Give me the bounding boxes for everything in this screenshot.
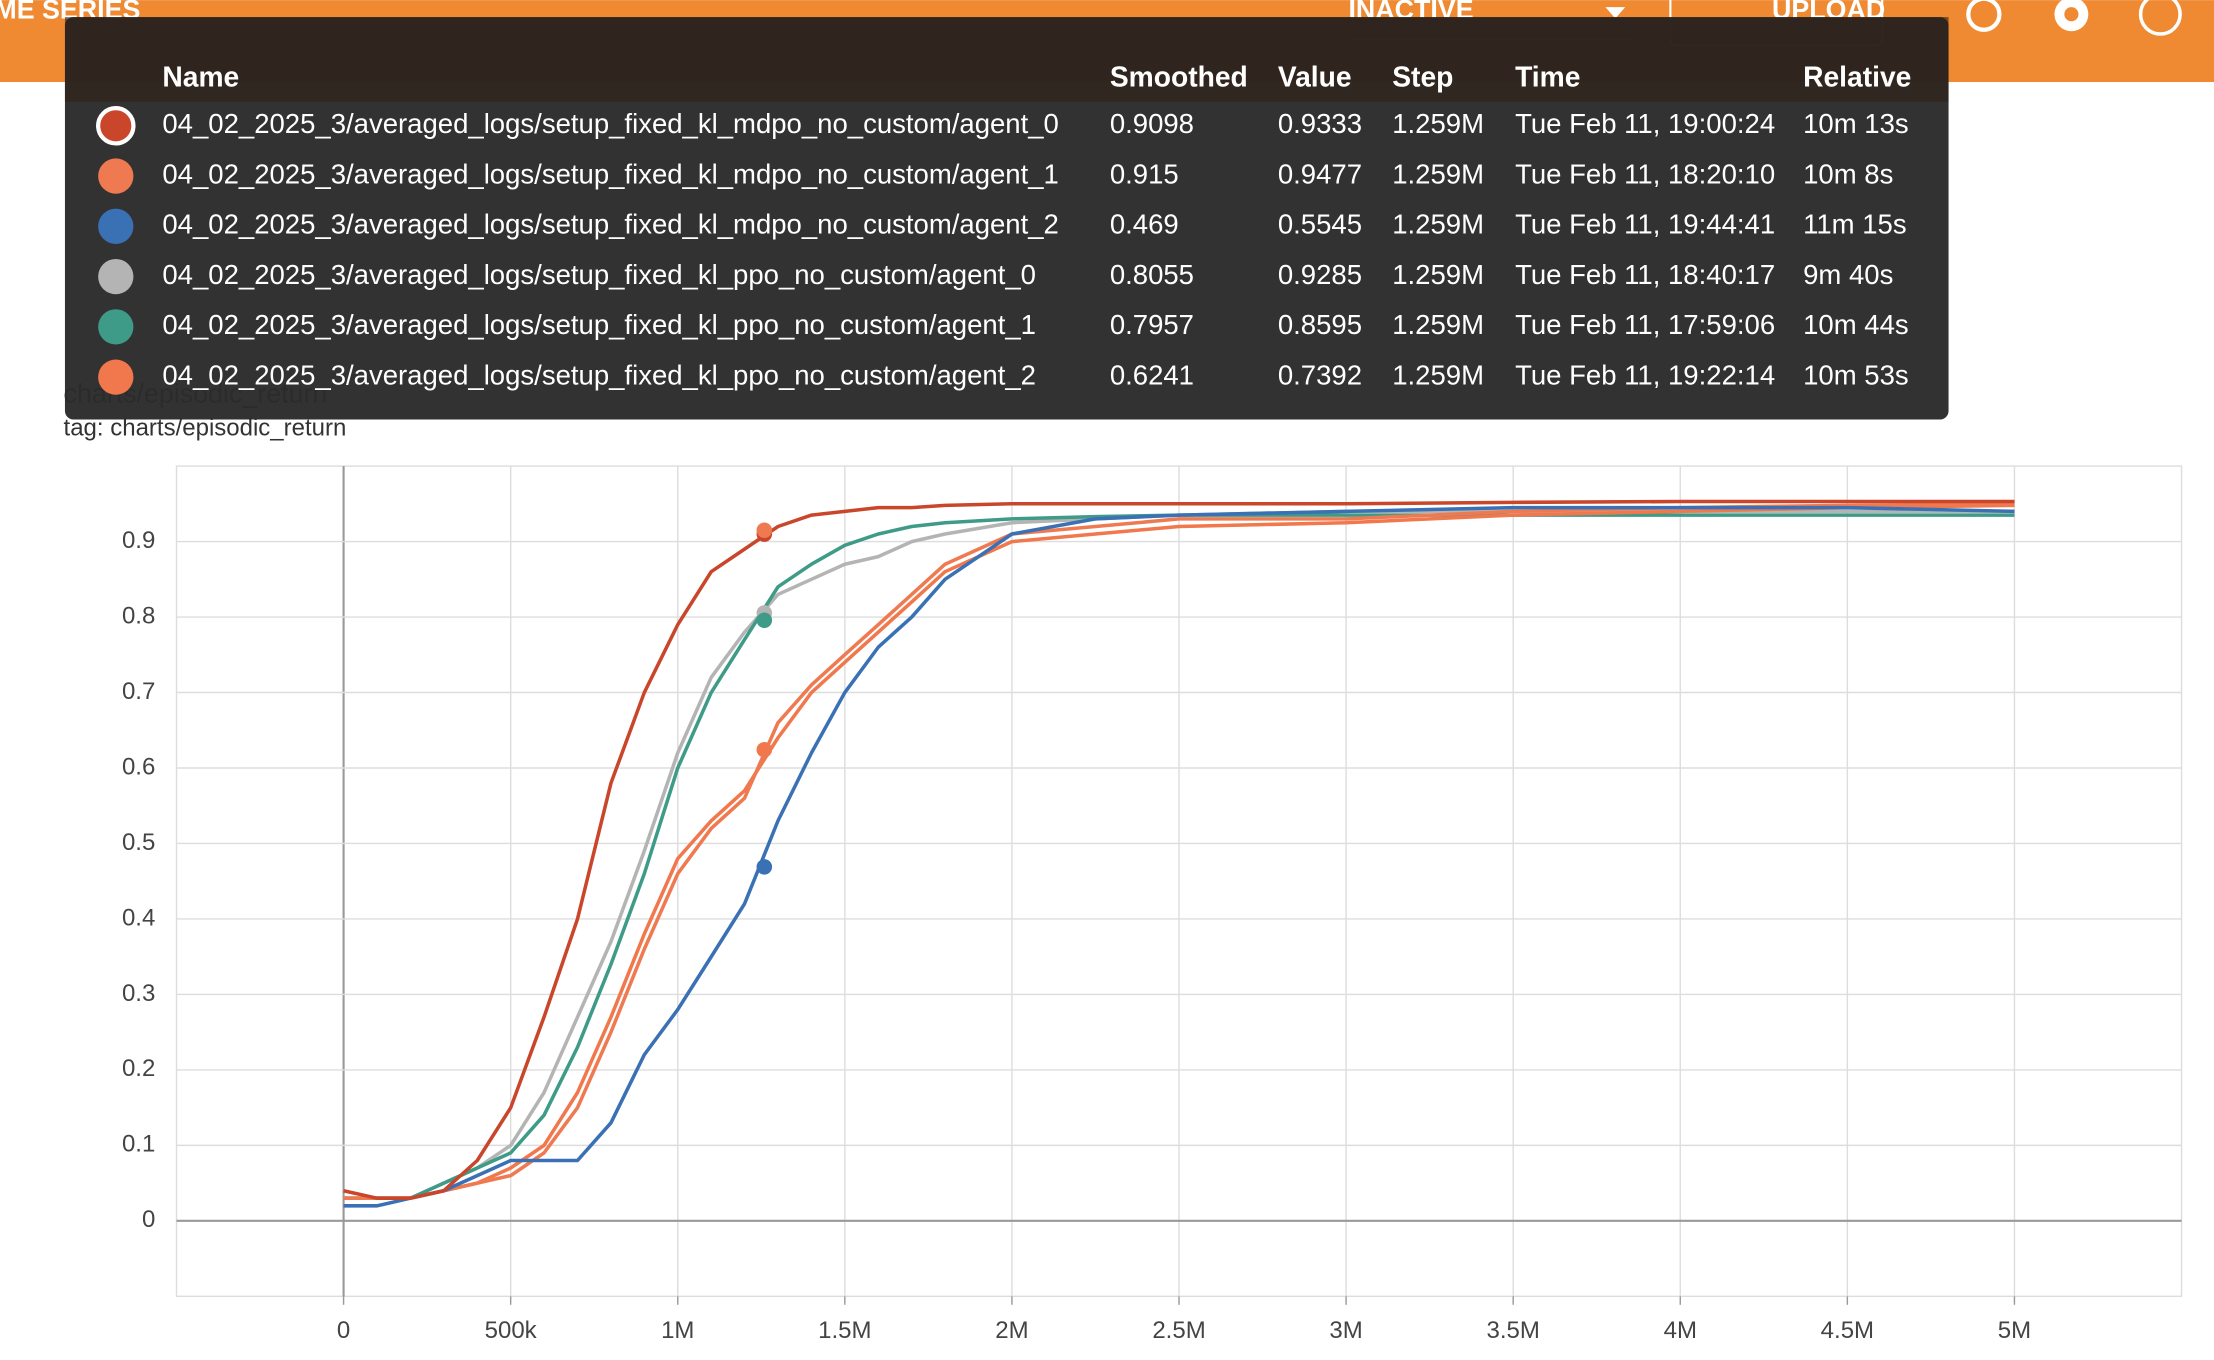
- step: 1.259M: [1392, 158, 1484, 189]
- step: 1.259M: [1392, 108, 1484, 139]
- x-tick-label: 2M: [995, 1317, 1028, 1344]
- y-tick-label: 0: [142, 1206, 155, 1233]
- y-tick-label: 0.1: [122, 1131, 155, 1158]
- y-tick-label: 0.2: [122, 1055, 155, 1082]
- plot: 0 500k 1M 1.5M 2M 2.5M 3M 3.5M 4M 4.5M 5M 0 0.1 0.2 0.…: [122, 465, 2183, 1344]
- help-icon[interactable]: [2138, 0, 2182, 36]
- time: Tue Feb 11, 19:22:14: [1515, 359, 1775, 390]
- settings-hole: [2064, 7, 2079, 22]
- series-line: [343, 503, 2015, 1200]
- series-swatch: [98, 158, 134, 194]
- series-line: [343, 513, 2015, 1200]
- smoothed-value: 0.9098: [1110, 108, 1194, 139]
- relative: 9m 40s: [1803, 259, 1893, 290]
- series-swatch: [96, 106, 136, 146]
- y-tick-label: 0.9: [122, 527, 155, 554]
- x-tick-label: 3M: [1329, 1317, 1362, 1344]
- relative: 10m 13s: [1803, 108, 1909, 139]
- series-swatch: [98, 359, 134, 395]
- time: Tue Feb 11, 19:00:24: [1515, 108, 1775, 139]
- raw-value: 0.9477: [1278, 158, 1362, 189]
- y-tick-label: 0.3: [122, 980, 155, 1007]
- column-header: Relative: [1803, 61, 1911, 93]
- x-tick-label: 4.5M: [1821, 1317, 1874, 1344]
- column-header: Time: [1515, 61, 1580, 93]
- series-line: [343, 502, 2015, 1200]
- highlight-point: [756, 742, 773, 758]
- column-header: Smoothed: [1110, 61, 1248, 93]
- series-line: [343, 505, 2015, 1208]
- run-name: 04_02_2025_3/averaged_logs/setup_fixed_k…: [162, 158, 1058, 189]
- tooltip-box: [64, 17, 1949, 420]
- run-name: 04_02_2025_3/averaged_logs/setup_fixed_k…: [162, 259, 1036, 290]
- smoothed-value: 0.7957: [1110, 309, 1194, 340]
- run-name: 04_02_2025_3/averaged_logs/setup_fixed_k…: [162, 359, 1036, 390]
- step: 1.259M: [1392, 309, 1484, 340]
- highlight-point: [756, 522, 773, 539]
- smoothed-value: 0.8055: [1110, 259, 1194, 290]
- step: 1.259M: [1392, 259, 1484, 290]
- step: 1.259M: [1392, 359, 1484, 390]
- y-tick-label: 0.5: [122, 829, 155, 856]
- highlight-point: [756, 612, 773, 629]
- time: Tue Feb 11, 17:59:06: [1515, 309, 1775, 340]
- smoothed-value: 0.915: [1110, 158, 1179, 189]
- x-tick-label: 1.5M: [818, 1317, 871, 1344]
- x-tick-label: 5M: [1998, 1317, 2031, 1344]
- smoothed-value: 0.6241: [1110, 359, 1194, 390]
- raw-value: 0.7392: [1278, 359, 1362, 390]
- step: 1.259M: [1392, 209, 1484, 240]
- column-header: Step: [1392, 61, 1453, 93]
- series-swatch: [98, 208, 134, 244]
- raw-value: 0.9333: [1278, 108, 1362, 139]
- x-tick-label: 500k: [485, 1317, 538, 1344]
- raw-value: 0.5545: [1278, 209, 1362, 240]
- run-name: 04_02_2025_3/averaged_logs/setup_fixed_k…: [162, 309, 1036, 340]
- y-tick-label: 0.6: [122, 753, 155, 780]
- x-tick-label: 2.5M: [1152, 1317, 1205, 1344]
- tooltip-header-bg: [64, 17, 1949, 102]
- dropdown-arrow: [1605, 7, 1626, 19]
- reload-icon[interactable]: [1966, 0, 2002, 32]
- x-tick-label: 0: [337, 1317, 350, 1344]
- time: Tue Feb 11, 18:20:10: [1515, 158, 1775, 189]
- x-tick-label: 4M: [1664, 1317, 1697, 1344]
- relative: 10m 53s: [1803, 359, 1909, 390]
- column-header: Value: [1278, 61, 1352, 93]
- column-header: Name: [162, 61, 239, 93]
- time: Tue Feb 11, 19:44:41: [1515, 209, 1775, 240]
- relative: 10m 8s: [1803, 158, 1893, 189]
- raw-value: 0.9285: [1278, 259, 1362, 290]
- relative: 10m 44s: [1803, 309, 1909, 340]
- smoothed-value: 0.469: [1110, 209, 1179, 240]
- series-swatch: [98, 258, 134, 295]
- y-tick-label: 0.4: [122, 904, 155, 931]
- series-swatch: [98, 309, 134, 345]
- raw-value: 0.8595: [1278, 309, 1362, 340]
- tooltip: Name Smoothed Value Step Time Relative 04_02_2…: [64, 17, 1949, 420]
- run-name: 04_02_2025_3/averaged_logs/setup_fixed_k…: [162, 108, 1058, 139]
- run-name: 04_02_2025_3/averaged_logs/setup_fixed_k…: [162, 209, 1058, 240]
- highlight-point: [756, 859, 773, 875]
- y-tick-label: 0.7: [122, 678, 155, 705]
- x-tick-label: 3.5M: [1487, 1317, 1540, 1344]
- time: Tue Feb 11, 18:40:17: [1515, 259, 1775, 290]
- relative: 11m 15s: [1803, 209, 1907, 240]
- y-tick-label: 0.8: [122, 602, 155, 629]
- series-line: [343, 499, 2015, 1200]
- x-tick-label: 1M: [661, 1317, 694, 1344]
